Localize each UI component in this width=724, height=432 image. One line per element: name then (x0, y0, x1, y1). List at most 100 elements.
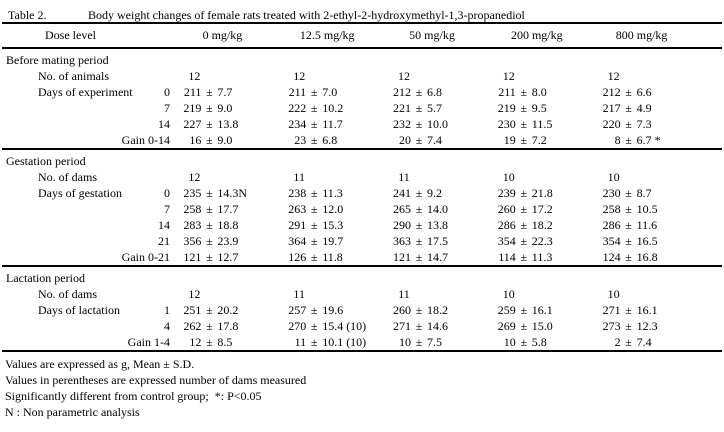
mean-value: 241 (392, 185, 411, 200)
plus-minus-sign: ± (625, 334, 632, 349)
plus-minus-sign: ± (625, 233, 632, 248)
sd-value: 11.3 (531, 249, 553, 264)
value-group: 11 ±10.1 (10) (276, 335, 378, 350)
table-section: Gestation period No. of dams 12 11 11 10 10 Day… (0, 150, 724, 265)
table-cell: 124 ±16.8 (589, 250, 694, 265)
plus-minus-sign: ± (520, 100, 528, 115)
sd-value: 12.3 (636, 318, 658, 333)
value-group: 262 ±17.8 (171, 319, 273, 334)
sd-spacer (637, 287, 693, 302)
row-label-cell: No. of animals (0, 69, 170, 84)
count-group: 10 (591, 170, 693, 185)
plus-minus-sign: ± (625, 318, 632, 333)
count-group: 12 (381, 69, 483, 84)
sd-value: 17.5 (426, 233, 448, 248)
mean-value: 290 (392, 217, 411, 232)
sd-spacer (532, 69, 588, 84)
table-row: Gain 0-14 16 ±9.0 23 ±6.8 20 ±7.4 19 ±7.2 8 ±6.7 * (0, 132, 724, 148)
table-cell: 238 ±11.3 (275, 186, 380, 201)
sd-value: 9.5 (531, 100, 547, 115)
sd-value: 15.3 (322, 217, 344, 232)
value-group: 10 ±7.5 (381, 335, 483, 350)
row-label-cell: No. of dams (0, 170, 170, 185)
mean-value: 260 (392, 302, 411, 317)
value-group: 222 ±10.2 (276, 101, 378, 116)
table-row: 14 283 ±18.8 291 ±15.3 290 ±13.8 286 ±18.2 286 ±11… (0, 217, 724, 233)
table-cell: 8 ±6.7 * (589, 133, 694, 148)
row-sublabel: Gain 0-14 (121, 132, 170, 147)
plus-minus-sign: ± (415, 318, 423, 333)
value-group: 258 ±17.7 (171, 202, 273, 217)
value-group: 271 ±14.6 (381, 319, 483, 334)
plus-minus-sign: ± (310, 132, 318, 147)
sd-value: 16.1 (636, 302, 658, 317)
table-caption: Body weight changes of female rats treat… (88, 8, 525, 22)
footnote-line: Values in perentheses are expressed numb… (5, 373, 307, 387)
table-cell: 230 ±8.7 (589, 186, 694, 201)
table-cell: 354 ±16.5 (589, 234, 694, 249)
mean-value: 124 (602, 249, 621, 264)
plus-minus-sign: ± (520, 132, 528, 147)
sd-value: 5.7 (426, 100, 442, 115)
mean-value: 126 (288, 249, 307, 264)
row-label-cell: No. of dams (0, 287, 170, 302)
sd-value: 17.2 (531, 201, 553, 216)
mean-value: 10 (398, 334, 411, 349)
table-cell: 259 ±16.1 (484, 303, 589, 318)
plus-minus-sign: ± (206, 318, 213, 333)
value-group: 273 ±12.3 (591, 319, 693, 334)
row-label: No. of animals (38, 68, 109, 83)
sd-value: 18.2 (531, 217, 553, 232)
plus-minus-sign: ± (625, 116, 632, 131)
value-group: 121 ±12.7 (171, 250, 273, 265)
column-header: 800 mg/kg (615, 28, 668, 42)
value-group: 283 ±18.8 (171, 218, 273, 233)
sd-value: 19.6 (322, 302, 344, 317)
value-group: 219 ±9.5 (486, 101, 588, 116)
value-group: 286 ±18.2 (486, 218, 588, 233)
table-cell: 121 ±14.7 (380, 250, 485, 265)
mean-value: 23 (294, 132, 307, 147)
mean-value: 271 (602, 302, 621, 317)
plus-minus-sign: ± (415, 185, 423, 200)
mean-value: 271 (392, 318, 411, 333)
table-cell: 221 ±5.7 (380, 101, 485, 116)
sd-value: 21.8 (531, 185, 553, 200)
section-title: Gestation period (6, 153, 86, 168)
table-cell: 10 (589, 170, 694, 185)
sd-spacer (217, 170, 273, 185)
table-cell: 16 ±9.0 (170, 133, 275, 148)
table-cell: 227 ±13.8 (170, 117, 275, 132)
row-label-cell: 7 (0, 202, 170, 217)
sd-value: 7.5 (426, 334, 442, 349)
sd-spacer (322, 287, 378, 302)
mean-value: 273 (602, 318, 621, 333)
plus-minus-sign: ± (625, 132, 632, 147)
value-group: 232 ±10.0 (381, 117, 483, 132)
row-label-cell: Days of experiment 0 (0, 85, 170, 100)
row-label-cell: 21 (0, 234, 170, 249)
sd-value: 7.4 (426, 132, 442, 147)
sd-value: 23.9 (217, 233, 239, 248)
row-label-cell: Days of gestation 0 (0, 186, 170, 201)
plus-minus-sign: ± (415, 201, 423, 216)
table-cell: 10 (484, 170, 589, 185)
value-group: 12 ±8.5 (171, 335, 273, 350)
table-cell: 235 ±14.3N (170, 186, 275, 201)
plus-minus-sign: ± (206, 334, 213, 349)
table-row: 4 262 ±17.8 270 ±15.4 (10) 271 ±14.6 269 ±15.0 27… (0, 318, 724, 334)
sd-value: 14.6 (426, 318, 448, 333)
sd-value: 10.1 (10) (322, 334, 367, 349)
plus-minus-sign: ± (310, 249, 318, 264)
plus-minus-sign: ± (625, 84, 632, 99)
table-cell: 263 ±12.0 (275, 202, 380, 217)
sd-value: 19.7 (322, 233, 344, 248)
plus-minus-sign: ± (206, 100, 213, 115)
plus-minus-sign: ± (415, 249, 423, 264)
sd-value: 10.5 (636, 201, 658, 216)
mean-value: 121 (183, 249, 202, 264)
value-group: 19 ±7.2 (486, 133, 588, 148)
mean-value: 12 (189, 334, 202, 349)
row-label-cell: 7 (0, 101, 170, 116)
table-cell: 10 (484, 287, 589, 302)
